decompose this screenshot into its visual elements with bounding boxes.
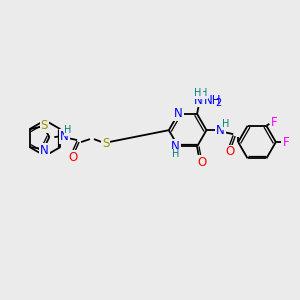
- Text: N: N: [40, 143, 49, 157]
- Text: H: H: [222, 119, 229, 129]
- Text: F: F: [271, 116, 278, 129]
- Text: NH: NH: [204, 94, 221, 106]
- Text: N: N: [171, 140, 180, 153]
- Text: N: N: [60, 130, 69, 142]
- Text: O: O: [197, 156, 207, 169]
- Text: 2: 2: [215, 98, 221, 108]
- Text: N: N: [174, 107, 183, 120]
- Text: H: H: [64, 125, 72, 135]
- Text: H: H: [200, 88, 208, 98]
- Text: O: O: [226, 146, 235, 158]
- Text: N: N: [216, 124, 225, 137]
- Text: H: H: [194, 88, 202, 98]
- Text: S: S: [102, 136, 110, 150]
- Text: NH: NH: [194, 94, 212, 106]
- Text: ₂: ₂: [211, 94, 215, 106]
- Text: O: O: [68, 152, 78, 164]
- Text: S: S: [41, 119, 48, 132]
- Text: H: H: [172, 149, 179, 159]
- Text: F: F: [282, 136, 289, 148]
